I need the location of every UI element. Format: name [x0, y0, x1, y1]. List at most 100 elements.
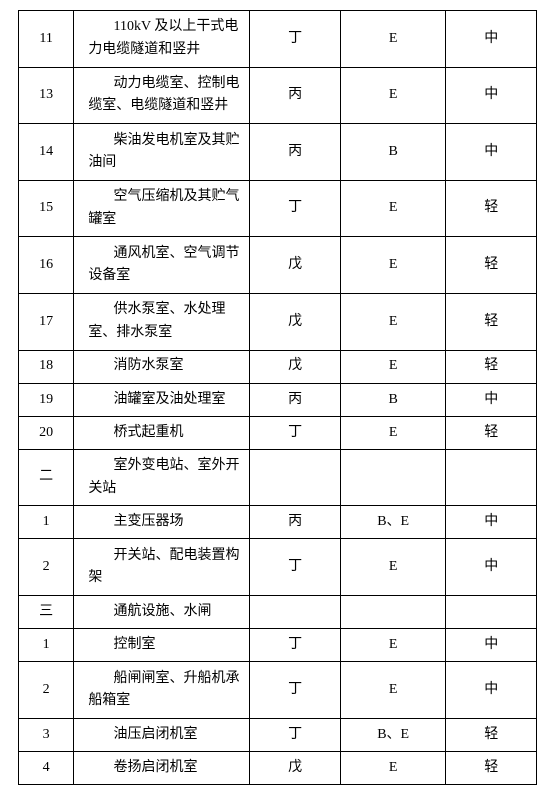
cell-col3: 丙: [250, 67, 341, 124]
cell-no: 2: [19, 662, 74, 719]
cell-col5: 轻: [446, 180, 537, 237]
cell-col4: E: [340, 751, 446, 784]
cell-no: 15: [19, 180, 74, 237]
cell-col5: 中: [446, 11, 537, 68]
cell-col5: 中: [446, 124, 537, 181]
cell-col4: [340, 596, 446, 629]
cell-name: 船闸闸室、升船机承船箱室: [74, 662, 250, 719]
cell-no: 18: [19, 350, 74, 383]
cell-col3: 丙: [250, 383, 341, 416]
cell-col3: 丁: [250, 539, 341, 596]
cell-name: 通航设施、水闸: [74, 596, 250, 629]
table-row: 13动力电缆室、控制电缆室、电缆隧道和竖井丙E中: [19, 67, 537, 124]
table-row: 二室外变电站、室外开关站: [19, 449, 537, 506]
page: 11110kV 及以上干式电力电缆隧道和竖井丁E中13动力电缆室、控制电缆室、电…: [0, 0, 555, 795]
cell-name: 桥式起重机: [74, 416, 250, 449]
cell-col5: 轻: [446, 718, 537, 751]
cell-col3: 戊: [250, 237, 341, 294]
cell-col3: [250, 596, 341, 629]
cell-name: 消防水泵室: [74, 350, 250, 383]
cell-col3: [250, 449, 341, 506]
cell-col3: 戊: [250, 294, 341, 351]
cell-no: 4: [19, 751, 74, 784]
table-row: 2船闸闸室、升船机承船箱室丁E中: [19, 662, 537, 719]
cell-col5: 中: [446, 662, 537, 719]
cell-no: 17: [19, 294, 74, 351]
cell-name: 油罐室及油处理室: [74, 383, 250, 416]
cell-no: 1: [19, 629, 74, 662]
cell-col4: E: [340, 180, 446, 237]
table-row: 17供水泵室、水处理室、排水泵室戊E轻: [19, 294, 537, 351]
cell-name: 开关站、配电装置构架: [74, 539, 250, 596]
cell-no: 19: [19, 383, 74, 416]
cell-col3: 丁: [250, 718, 341, 751]
cell-col5: 中: [446, 629, 537, 662]
cell-col3: 丁: [250, 11, 341, 68]
cell-name: 110kV 及以上干式电力电缆隧道和竖井: [74, 11, 250, 68]
cell-col4: E: [340, 416, 446, 449]
cell-col4: B: [340, 124, 446, 181]
cell-col5: 轻: [446, 294, 537, 351]
cell-col4: B: [340, 383, 446, 416]
table-row: 3油压启闭机室丁B、E轻: [19, 718, 537, 751]
cell-name: 卷扬启闭机室: [74, 751, 250, 784]
cell-col5: 中: [446, 539, 537, 596]
cell-name: 主变压器场: [74, 506, 250, 539]
cell-name: 通风机室、空气调节设备室: [74, 237, 250, 294]
cell-col3: 丁: [250, 629, 341, 662]
cell-col5: 中: [446, 506, 537, 539]
cell-col4: E: [340, 11, 446, 68]
table-row: 三通航设施、水闸: [19, 596, 537, 629]
cell-name: 空气压缩机及其贮气罐室: [74, 180, 250, 237]
cell-col4: E: [340, 539, 446, 596]
cell-no: 2: [19, 539, 74, 596]
table-row: 14柴油发电机室及其贮油间丙B中: [19, 124, 537, 181]
cell-col5: [446, 596, 537, 629]
table-row: 18消防水泵室戊E轻: [19, 350, 537, 383]
table-row: 1控制室丁E中: [19, 629, 537, 662]
data-table: 11110kV 及以上干式电力电缆隧道和竖井丁E中13动力电缆室、控制电缆室、电…: [18, 10, 537, 785]
cell-col5: 轻: [446, 751, 537, 784]
cell-no: 11: [19, 11, 74, 68]
cell-col4: [340, 449, 446, 506]
cell-col3: 丁: [250, 416, 341, 449]
cell-col5: 轻: [446, 237, 537, 294]
cell-col5: 中: [446, 67, 537, 124]
cell-col3: 丁: [250, 180, 341, 237]
cell-no: 3: [19, 718, 74, 751]
cell-col3: 戊: [250, 751, 341, 784]
cell-col4: E: [340, 629, 446, 662]
cell-no: 13: [19, 67, 74, 124]
cell-col3: 戊: [250, 350, 341, 383]
cell-col4: E: [340, 662, 446, 719]
cell-name: 柴油发电机室及其贮油间: [74, 124, 250, 181]
table-row: 1主变压器场丙B、E中: [19, 506, 537, 539]
table-row: 2开关站、配电装置构架丁E中: [19, 539, 537, 596]
cell-no: 二: [19, 449, 74, 506]
cell-col4: E: [340, 237, 446, 294]
cell-col4: E: [340, 67, 446, 124]
cell-col4: B、E: [340, 718, 446, 751]
table-row: 15空气压缩机及其贮气罐室丁E轻: [19, 180, 537, 237]
table-row: 4卷扬启闭机室戊E轻: [19, 751, 537, 784]
cell-name: 供水泵室、水处理室、排水泵室: [74, 294, 250, 351]
table-row: 11110kV 及以上干式电力电缆隧道和竖井丁E中: [19, 11, 537, 68]
cell-col5: 中: [446, 383, 537, 416]
cell-col4: E: [340, 350, 446, 383]
table-row: 16通风机室、空气调节设备室戊E轻: [19, 237, 537, 294]
table-row: 20桥式起重机丁E轻: [19, 416, 537, 449]
cell-col5: 轻: [446, 416, 537, 449]
cell-no: 20: [19, 416, 74, 449]
table-row: 19油罐室及油处理室丙B中: [19, 383, 537, 416]
cell-no: 16: [19, 237, 74, 294]
cell-col4: E: [340, 294, 446, 351]
cell-col4: B、E: [340, 506, 446, 539]
cell-col5: [446, 449, 537, 506]
cell-col3: 丙: [250, 124, 341, 181]
cell-col5: 轻: [446, 350, 537, 383]
cell-no: 1: [19, 506, 74, 539]
cell-no: 三: [19, 596, 74, 629]
cell-no: 14: [19, 124, 74, 181]
cell-col3: 丁: [250, 662, 341, 719]
table-body: 11110kV 及以上干式电力电缆隧道和竖井丁E中13动力电缆室、控制电缆室、电…: [19, 11, 537, 785]
